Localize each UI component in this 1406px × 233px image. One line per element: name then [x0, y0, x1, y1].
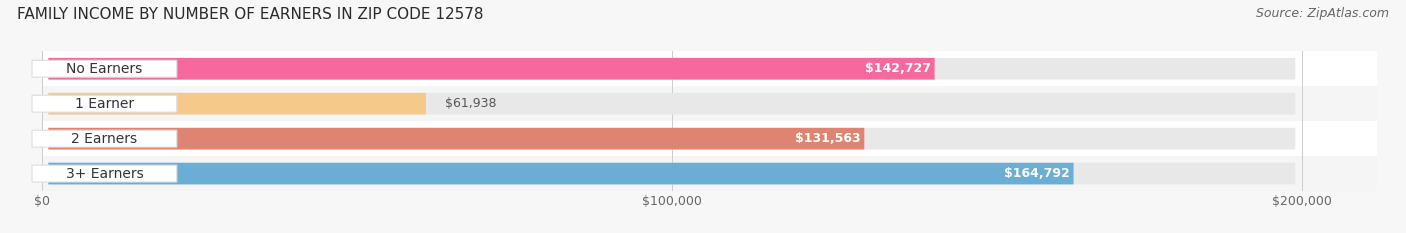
Text: No Earners: No Earners [66, 62, 142, 76]
FancyBboxPatch shape [48, 93, 426, 115]
Text: $164,792: $164,792 [1004, 167, 1070, 180]
FancyBboxPatch shape [48, 58, 1295, 80]
FancyBboxPatch shape [48, 128, 1295, 150]
Text: $61,938: $61,938 [444, 97, 496, 110]
FancyBboxPatch shape [32, 130, 177, 147]
FancyBboxPatch shape [48, 128, 865, 150]
Text: 2 Earners: 2 Earners [72, 132, 138, 146]
FancyBboxPatch shape [32, 165, 177, 182]
FancyBboxPatch shape [42, 86, 1376, 121]
Text: 3+ Earners: 3+ Earners [66, 167, 143, 181]
FancyBboxPatch shape [42, 51, 1376, 86]
FancyBboxPatch shape [32, 60, 177, 77]
Text: $142,727: $142,727 [865, 62, 931, 75]
FancyBboxPatch shape [32, 95, 177, 112]
FancyBboxPatch shape [48, 163, 1074, 185]
Text: 1 Earner: 1 Earner [75, 97, 134, 111]
FancyBboxPatch shape [48, 58, 935, 80]
FancyBboxPatch shape [48, 163, 1295, 185]
Text: Source: ZipAtlas.com: Source: ZipAtlas.com [1256, 7, 1389, 20]
Text: $131,563: $131,563 [794, 132, 860, 145]
Text: FAMILY INCOME BY NUMBER OF EARNERS IN ZIP CODE 12578: FAMILY INCOME BY NUMBER OF EARNERS IN ZI… [17, 7, 484, 22]
FancyBboxPatch shape [48, 93, 1295, 115]
FancyBboxPatch shape [42, 121, 1376, 156]
FancyBboxPatch shape [42, 156, 1376, 191]
